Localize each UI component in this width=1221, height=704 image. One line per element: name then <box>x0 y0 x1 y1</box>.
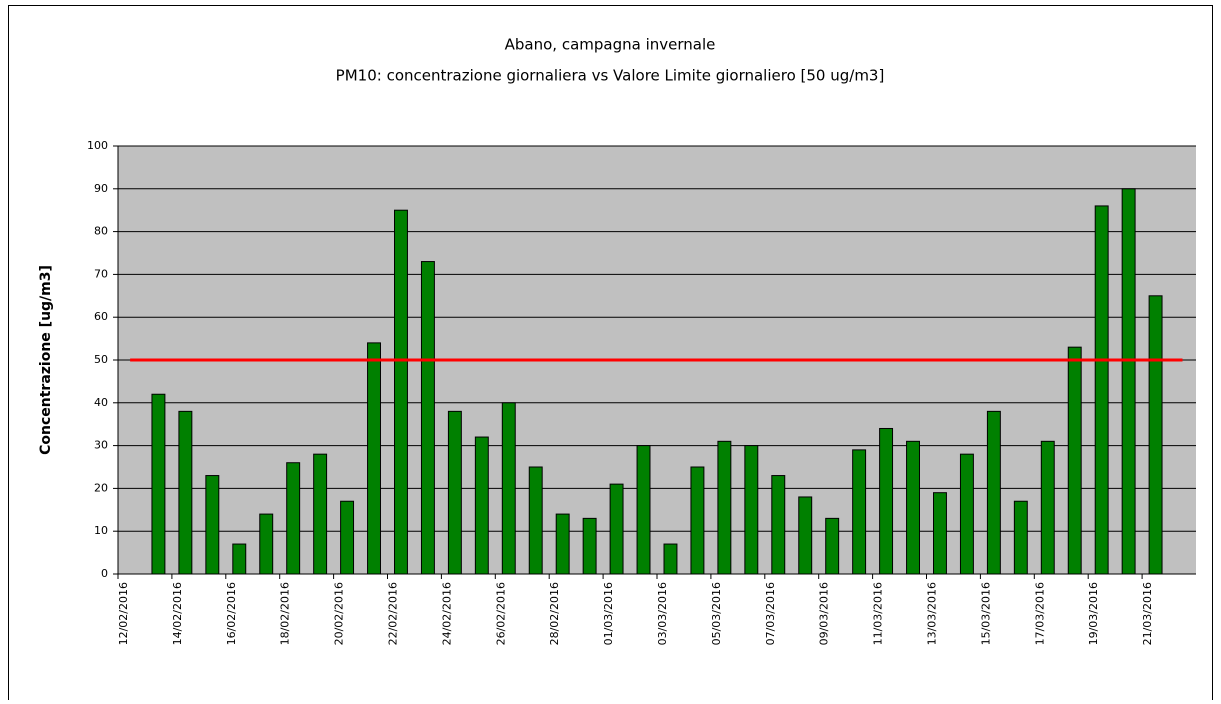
bar <box>852 449 867 575</box>
bar <box>205 475 220 575</box>
x-tick-label: 22/02/2016 <box>387 582 400 645</box>
y-tick-label: 60 <box>94 310 108 323</box>
x-tick-label: 18/02/2016 <box>279 582 292 645</box>
bar <box>178 410 193 575</box>
bar <box>717 440 732 575</box>
bar <box>825 517 840 575</box>
x-tick-label: 28/02/2016 <box>548 582 561 645</box>
bar <box>933 492 947 575</box>
x-tick-label: 15/03/2016 <box>979 582 992 645</box>
x-tick-label: 26/02/2016 <box>494 582 507 645</box>
chart-title: Abano, campagna invernale <box>505 36 716 54</box>
bar <box>151 393 166 575</box>
bar <box>959 453 974 575</box>
x-tick-label: 17/03/2016 <box>1033 582 1046 645</box>
bar <box>259 513 274 575</box>
bar <box>232 543 247 575</box>
x-tick-label: 12/02/2016 <box>117 582 130 645</box>
y-tick-label: 80 <box>94 225 108 238</box>
x-tick-label: 19/03/2016 <box>1087 582 1100 645</box>
x-tick-label: 11/03/2016 <box>872 582 885 645</box>
bar <box>1121 188 1136 575</box>
bar <box>1013 500 1028 575</box>
y-axis-title: Concentrazione [ug/m3] <box>38 265 54 455</box>
y-tick-label: 30 <box>94 439 108 452</box>
x-tick-label: 01/03/2016 <box>602 582 615 645</box>
bar <box>555 513 570 575</box>
y-tick-label: 70 <box>94 267 108 280</box>
chart-subtitle: PM10: concentrazione giornaliera vs Valo… <box>336 67 885 85</box>
bar <box>609 483 624 575</box>
y-tick-label: 0 <box>101 567 108 580</box>
bar <box>906 440 920 575</box>
bar <box>879 427 894 575</box>
x-tick-label: 24/02/2016 <box>440 582 453 645</box>
bar <box>744 445 759 575</box>
x-tick-label: 07/03/2016 <box>764 582 777 645</box>
y-tick-label: 50 <box>94 353 108 366</box>
bar <box>1094 205 1109 575</box>
bar <box>501 402 516 575</box>
bar <box>771 475 786 575</box>
y-tick-label: 10 <box>94 524 108 537</box>
bar <box>420 261 435 575</box>
bar <box>690 466 705 575</box>
x-tick-label: 03/03/2016 <box>656 582 669 645</box>
bar <box>1067 346 1082 575</box>
bar <box>474 436 489 575</box>
bar <box>986 410 1001 575</box>
x-tick-label: 05/03/2016 <box>710 582 723 645</box>
bar <box>1148 295 1163 575</box>
bar <box>313 453 328 575</box>
bar <box>340 500 355 575</box>
bar <box>636 445 651 575</box>
bar <box>447 410 462 575</box>
x-tick-label: 21/03/2016 <box>1141 582 1154 645</box>
y-tick-label: 20 <box>94 481 108 494</box>
bar <box>1040 440 1055 575</box>
x-tick-label: 16/02/2016 <box>225 582 238 645</box>
bar <box>663 543 678 575</box>
y-tick-label: 100 <box>87 139 108 152</box>
x-tick-label: 09/03/2016 <box>818 582 831 645</box>
bar <box>367 342 381 575</box>
bar <box>528 466 543 575</box>
bar <box>394 209 408 575</box>
x-tick-label: 14/02/2016 <box>171 582 184 645</box>
x-tick-label: 13/03/2016 <box>926 582 939 645</box>
bar <box>582 517 597 575</box>
bar <box>798 496 813 575</box>
x-tick-label: 20/02/2016 <box>333 582 346 645</box>
y-tick-label: 40 <box>94 396 108 409</box>
bar <box>286 462 301 575</box>
y-tick-label: 90 <box>94 182 108 195</box>
